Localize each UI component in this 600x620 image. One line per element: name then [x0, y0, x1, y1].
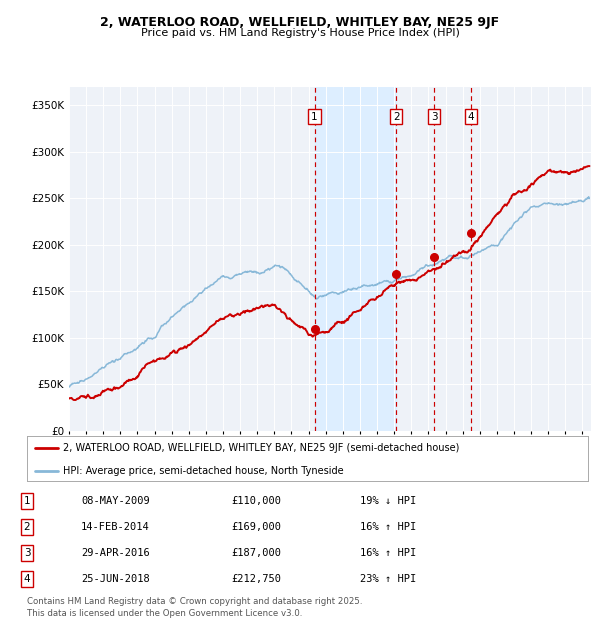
Text: £110,000: £110,000	[231, 496, 281, 506]
Text: Contains HM Land Registry data © Crown copyright and database right 2025.
This d: Contains HM Land Registry data © Crown c…	[27, 597, 362, 618]
Text: £212,750: £212,750	[231, 574, 281, 584]
Text: 4: 4	[23, 574, 31, 584]
Text: 23% ↑ HPI: 23% ↑ HPI	[360, 574, 416, 584]
Text: 29-APR-2016: 29-APR-2016	[81, 548, 150, 558]
Text: £169,000: £169,000	[231, 522, 281, 532]
Text: £187,000: £187,000	[231, 548, 281, 558]
Text: 08-MAY-2009: 08-MAY-2009	[81, 496, 150, 506]
Bar	[314, 87, 396, 431]
Text: Price paid vs. HM Land Registry's House Price Index (HPI): Price paid vs. HM Land Registry's House …	[140, 28, 460, 38]
Text: 2, WATERLOO ROAD, WELLFIELD, WHITLEY BAY, NE25 9JF (semi-detached house): 2, WATERLOO ROAD, WELLFIELD, WHITLEY BAY…	[64, 443, 460, 453]
Text: 14-FEB-2014: 14-FEB-2014	[81, 522, 150, 532]
Text: 25-JUN-2018: 25-JUN-2018	[81, 574, 150, 584]
Text: 16% ↑ HPI: 16% ↑ HPI	[360, 548, 416, 558]
Text: 1: 1	[311, 112, 318, 122]
Text: 3: 3	[23, 548, 31, 558]
Text: 16% ↑ HPI: 16% ↑ HPI	[360, 522, 416, 532]
Text: 2, WATERLOO ROAD, WELLFIELD, WHITLEY BAY, NE25 9JF: 2, WATERLOO ROAD, WELLFIELD, WHITLEY BAY…	[100, 16, 500, 29]
Text: 2: 2	[393, 112, 400, 122]
Text: 1: 1	[23, 496, 31, 506]
Text: HPI: Average price, semi-detached house, North Tyneside: HPI: Average price, semi-detached house,…	[64, 466, 344, 476]
Text: 4: 4	[468, 112, 475, 122]
Text: 3: 3	[431, 112, 437, 122]
Text: 19% ↓ HPI: 19% ↓ HPI	[360, 496, 416, 506]
Text: 2: 2	[23, 522, 31, 532]
